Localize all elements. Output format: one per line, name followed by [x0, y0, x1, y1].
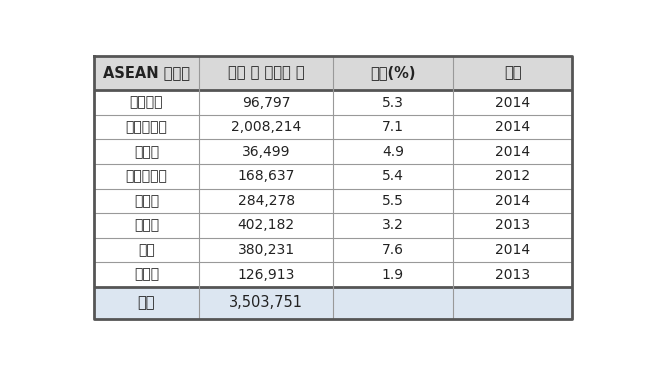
- Bar: [453, 238, 573, 262]
- Text: 2014: 2014: [495, 145, 530, 159]
- Bar: [333, 287, 453, 319]
- Bar: [199, 262, 333, 287]
- Bar: [94, 262, 199, 287]
- Text: 402,182: 402,182: [237, 219, 294, 232]
- Text: 태국: 태국: [138, 243, 155, 257]
- Text: 5.3: 5.3: [382, 96, 404, 109]
- Bar: [94, 56, 199, 90]
- Text: 2012: 2012: [495, 169, 530, 183]
- Text: 베트남: 베트남: [134, 267, 159, 282]
- Text: 학교 밖 청소년 수: 학교 밖 청소년 수: [227, 66, 304, 81]
- Text: 필리핀: 필리핀: [134, 219, 159, 232]
- Bar: [453, 188, 573, 213]
- Text: 284,278: 284,278: [237, 194, 294, 208]
- Bar: [94, 164, 199, 188]
- Text: 96,797: 96,797: [242, 96, 291, 109]
- Text: 라오스: 라오스: [134, 145, 159, 159]
- Text: ASEAN 회원국: ASEAN 회원국: [103, 66, 190, 81]
- Text: 3.2: 3.2: [382, 219, 404, 232]
- Text: 인도네시아: 인도네시아: [125, 120, 168, 134]
- Bar: [453, 262, 573, 287]
- Text: 7.1: 7.1: [382, 120, 404, 134]
- Text: 5.5: 5.5: [382, 194, 404, 208]
- Bar: [453, 115, 573, 139]
- Bar: [94, 139, 199, 164]
- Bar: [333, 164, 453, 188]
- Bar: [333, 56, 453, 90]
- Bar: [333, 115, 453, 139]
- Bar: [94, 238, 199, 262]
- Bar: [333, 188, 453, 213]
- Bar: [94, 287, 199, 319]
- Text: 7.6: 7.6: [382, 243, 404, 257]
- Bar: [94, 90, 199, 115]
- Text: 380,231: 380,231: [237, 243, 294, 257]
- Bar: [333, 262, 453, 287]
- Bar: [199, 164, 333, 188]
- Text: 4.9: 4.9: [382, 145, 404, 159]
- Text: 2014: 2014: [495, 120, 530, 134]
- Bar: [94, 188, 199, 213]
- Text: 2013: 2013: [495, 267, 530, 282]
- Text: 2014: 2014: [495, 194, 530, 208]
- Bar: [333, 213, 453, 238]
- Text: 2,008,214: 2,008,214: [231, 120, 301, 134]
- Bar: [453, 213, 573, 238]
- Text: 연도: 연도: [504, 66, 521, 81]
- Bar: [94, 115, 199, 139]
- Bar: [199, 115, 333, 139]
- Text: 3,503,751: 3,503,751: [229, 295, 303, 310]
- Text: 미얀마: 미얀마: [134, 194, 159, 208]
- Bar: [333, 139, 453, 164]
- Bar: [199, 139, 333, 164]
- Bar: [333, 90, 453, 115]
- Text: 126,913: 126,913: [237, 267, 295, 282]
- Bar: [199, 287, 333, 319]
- Text: 캄보디아: 캄보디아: [130, 96, 163, 109]
- Bar: [453, 90, 573, 115]
- Text: 2014: 2014: [495, 96, 530, 109]
- Bar: [199, 238, 333, 262]
- Bar: [199, 56, 333, 90]
- Bar: [333, 238, 453, 262]
- Bar: [94, 213, 199, 238]
- Bar: [453, 287, 573, 319]
- Bar: [453, 164, 573, 188]
- Text: 합계: 합계: [138, 295, 155, 310]
- Text: 168,637: 168,637: [237, 169, 295, 183]
- Bar: [453, 56, 573, 90]
- Text: 1.9: 1.9: [382, 267, 404, 282]
- Text: 말레이시아: 말레이시아: [125, 169, 168, 183]
- Text: 비율(%): 비율(%): [370, 66, 416, 81]
- Bar: [453, 139, 573, 164]
- Text: 2013: 2013: [495, 219, 530, 232]
- Bar: [199, 188, 333, 213]
- Text: 2014: 2014: [495, 243, 530, 257]
- Text: 36,499: 36,499: [242, 145, 291, 159]
- Text: 5.4: 5.4: [382, 169, 404, 183]
- Bar: [199, 213, 333, 238]
- Bar: [199, 90, 333, 115]
